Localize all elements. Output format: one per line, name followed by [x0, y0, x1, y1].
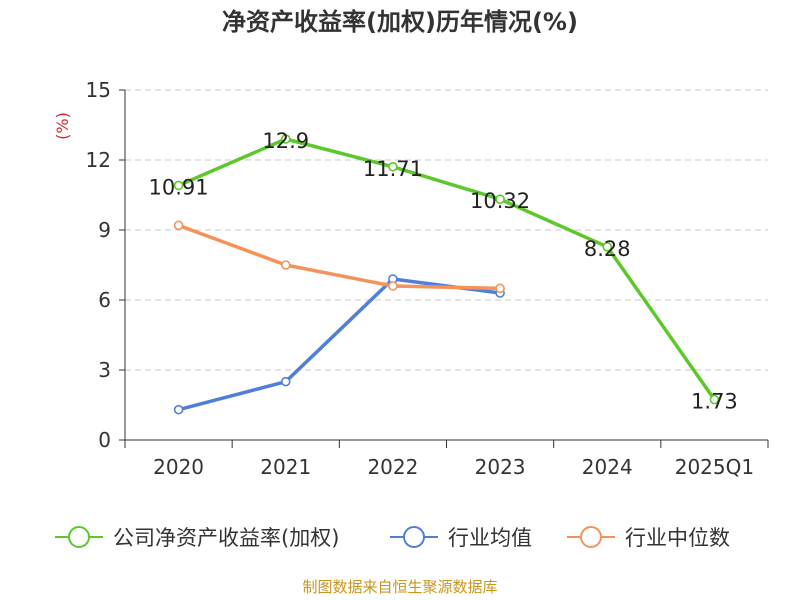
source-note: 制图数据来自恒生聚源数据库 [302, 578, 497, 596]
x-tick-label: 2024 [582, 455, 633, 479]
legend-marker [403, 526, 425, 548]
legend-label: 行业中位数 [625, 526, 730, 550]
data-label: 10.32 [470, 189, 530, 213]
data-point [173, 220, 184, 231]
x-tick-label: 2020 [153, 455, 204, 479]
data-label: 12.9 [262, 129, 309, 153]
legend-marker [68, 526, 90, 548]
data-point [602, 242, 613, 252]
data-label: 10.91 [149, 175, 209, 199]
data-point [709, 394, 720, 405]
data-point [280, 376, 291, 387]
x-tick-label: 2021 [260, 455, 311, 479]
data-point [495, 283, 505, 294]
y-tick-label: 3 [98, 358, 111, 382]
data-point [173, 180, 184, 191]
y-tick-label: 15 [86, 78, 111, 102]
data-point [388, 161, 398, 172]
series-line [177, 137, 716, 401]
data-label: 11.71 [363, 157, 423, 181]
data-label: 1.73 [691, 390, 738, 414]
data-labels: 10.91 12.9 11.71 10.32 8.28 1.73 [149, 129, 738, 414]
x-tick-label: 2023 [475, 455, 526, 479]
chart-title: 净资产收益率(加权)历年情况(%) [222, 8, 578, 36]
legend: 公司净资产收益率(加权) 行业均值 行业中位数 [55, 526, 730, 550]
y-tick-label: 9 [98, 218, 111, 242]
series-line [177, 223, 501, 291]
data-point [388, 281, 398, 291]
legend-label: 行业均值 [448, 526, 532, 550]
x-tick-label: 2025Q1 [675, 455, 754, 479]
data-point [280, 134, 291, 144]
data-label: 8.28 [584, 237, 631, 261]
y-tick-label: 0 [98, 428, 111, 452]
y-tick-label: 12 [86, 148, 111, 172]
data-point [495, 194, 505, 204]
legend-marker [580, 526, 602, 548]
y-axis-label: (%) [53, 112, 72, 140]
series-layer [173, 134, 720, 415]
grid-lines [125, 89, 768, 371]
data-point [280, 260, 291, 270]
y-tick-label: 6 [98, 288, 111, 312]
axes: 0 3 6 9 12 15 2020 2021 2022 2023 2024 2025Q1 [86, 78, 769, 479]
x-tick-label: 2022 [367, 455, 418, 479]
data-point [173, 404, 184, 415]
series-line [178, 277, 501, 412]
legend-label: 公司净资产收益率(加权) [113, 526, 339, 550]
